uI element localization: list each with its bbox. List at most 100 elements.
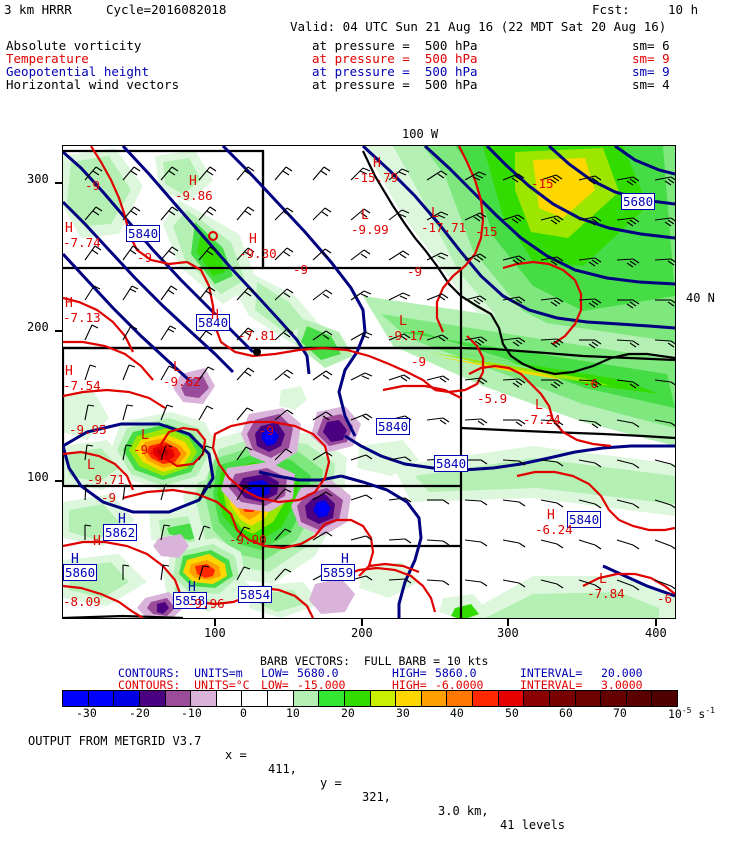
- temp-contour-label-11: -5.9: [477, 391, 508, 406]
- temp-contour-label-0: -9: [85, 178, 101, 193]
- temp-extremum-H-9-71-marker: L: [87, 458, 95, 473]
- map-plot-area[interactable]: 5840 5840 5840 5840 5840 5680 5862 5860 …: [62, 145, 676, 619]
- cb-tick-20: 20: [341, 706, 355, 720]
- right-axis-label: 40 N: [686, 291, 715, 305]
- temp-contour-interval: 3.0000: [601, 678, 643, 692]
- height-high-marker-b: H: [71, 552, 79, 567]
- x-tick-mark-200: [361, 619, 363, 626]
- wind-barbs: [83, 166, 675, 591]
- units-exponent: -5: [681, 706, 692, 715]
- field-name-wind: Horizontal wind vectors: [6, 77, 180, 92]
- colorbar-swatch-18: [524, 691, 550, 706]
- temp-contour-prefix: CONTOURS: UNITS=°C: [118, 678, 250, 692]
- temp-extremum-L-9-17: -9.17: [387, 328, 425, 343]
- temp-extremum-H-9-86: -9.86: [175, 188, 213, 203]
- footer-y-label: y =: [320, 776, 342, 790]
- y-tick-mark-300: [55, 182, 62, 184]
- temp-contour-interval-label: INTERVAL=: [520, 678, 583, 692]
- cb-tick-10: 10: [286, 706, 300, 720]
- colorbar-swatch-23: [652, 691, 677, 706]
- height-label-5840-b: 5840: [196, 314, 231, 331]
- barb-legend: BARB VECTORS: FULL BARB = 10 kts: [260, 654, 489, 668]
- temp-extremum-H-15-79: -15.79: [353, 170, 399, 185]
- colorbar-swatch-3: [139, 691, 166, 706]
- temp-contour-label-1: -9: [137, 250, 153, 265]
- x-tick-mark-300: [507, 619, 509, 626]
- temp-contour-label-7: -15: [475, 224, 498, 239]
- temp-contour-low-label: LOW=: [261, 678, 289, 692]
- field-name-vorticity: Absolute vorticity: [6, 38, 142, 53]
- field-smooth-wind: sm= 4: [632, 77, 670, 92]
- temp-contour-label-6: -9: [101, 490, 117, 505]
- y-tick-mark-200: [55, 330, 62, 332]
- temp-extremum-L-9-99-marker: L: [361, 208, 369, 223]
- colorbar-units: 10-5 s-1: [668, 706, 715, 721]
- footer-x-label: x =: [225, 748, 247, 762]
- temp-extremum-H-9-86-marker: H: [189, 174, 197, 189]
- height-contour-interval-label: INTERVAL=: [520, 666, 583, 680]
- footer-source: OUTPUT FROM METGRID V3.7: [28, 734, 202, 748]
- height-label-5854: 5854: [238, 586, 273, 603]
- height-label-5680: 5680: [621, 193, 656, 210]
- y-tick-100: 100: [27, 470, 49, 484]
- colorbar-swatch-7: [242, 691, 268, 706]
- temp-contour-label-3: -9: [407, 264, 423, 279]
- height-label-5862: 5862: [103, 524, 138, 541]
- field-smooth-vorticity: sm= 6: [632, 38, 670, 53]
- field-name-temperature: Temperature: [6, 51, 89, 66]
- temp-extremum-H-15-79-marker: H: [373, 156, 381, 171]
- vorticity-colorbar[interactable]: [62, 690, 678, 707]
- colorbar-swatch-6: [216, 691, 243, 706]
- height-high-marker-d: H: [188, 580, 196, 595]
- units-tail: s: [691, 706, 706, 721]
- height-contour-low-label: LOW=: [261, 666, 289, 680]
- cb-tick--30: -30: [76, 706, 97, 720]
- temp-contour-label-4: -9: [411, 354, 427, 369]
- temp-extremum-L-7-84: -7.84: [587, 586, 625, 601]
- temp-extremum-L-9-99: -9.99: [351, 222, 389, 237]
- colorbar-swatch-10: [319, 691, 345, 706]
- temp-extremum-L-17-71: -17.71: [421, 220, 467, 235]
- fcst-label: Fcst:: [592, 2, 630, 17]
- field-level-height: at pressure = 500 hPa: [312, 64, 478, 79]
- footer-x-value: 411,: [268, 762, 297, 776]
- temp-extremum-L-17-71-marker: L: [431, 206, 439, 221]
- footer-y-value: 321,: [362, 790, 391, 804]
- height-contour-interval: 20.000: [601, 666, 643, 680]
- model-label: 3 km HRRR: [4, 2, 72, 17]
- temp-extremum-H-7-74: -7.74: [63, 235, 101, 250]
- height-label-5840-a: 5840: [126, 225, 161, 242]
- cb-tick-40: 40: [450, 706, 464, 720]
- x-tick-300: 300: [497, 626, 519, 640]
- top-axis-label: 100 W: [402, 127, 439, 141]
- temp-extremum-H-7-54-marker: H: [65, 364, 73, 379]
- units-tail-exponent: -1: [705, 706, 715, 715]
- map-canvas: [63, 146, 675, 618]
- temp-contour-label-8: -15: [531, 176, 554, 191]
- height-high-marker-c: H: [341, 552, 349, 567]
- temp-contour-label-5: -9: [259, 423, 275, 438]
- temp-extremum-H-9-96: -9.96: [187, 596, 225, 611]
- fcst-value: 10 h: [668, 2, 699, 17]
- x-tick-400: 400: [645, 626, 667, 640]
- cb-tick-50: 50: [505, 706, 519, 720]
- temp-extremum-H-9-30: -9.30: [239, 246, 277, 261]
- x-tick-mark-100: [214, 619, 216, 626]
- temp-extremum-H-9-30-marker: H: [249, 232, 257, 247]
- colorbar-swatch-5: [191, 691, 217, 706]
- x-tick-100: 100: [204, 626, 226, 640]
- temp-contour-label-10: -6: [657, 591, 673, 606]
- colorbar-swatch-19: [549, 691, 576, 706]
- height-contour-low: 5680.0: [297, 666, 339, 680]
- height-contour-high: 5860.0: [435, 666, 477, 680]
- temp-extremum-L-9-62: -9.62: [163, 374, 201, 389]
- temp-contour-high-label: HIGH=: [392, 678, 427, 692]
- colorbar-swatch-4: [165, 691, 192, 706]
- temp-extremum-H-7-13: -7.13: [63, 310, 101, 325]
- field-smooth-temperature: sm= 9: [632, 51, 670, 66]
- colorbar-swatch-13: [396, 691, 422, 706]
- y-tick-300: 300: [27, 172, 49, 186]
- units-base: 10: [668, 706, 682, 721]
- temp-extremum-L-9-90: -9.90: [229, 532, 267, 547]
- temp-extremum-L-9-63-marker: L: [141, 428, 149, 443]
